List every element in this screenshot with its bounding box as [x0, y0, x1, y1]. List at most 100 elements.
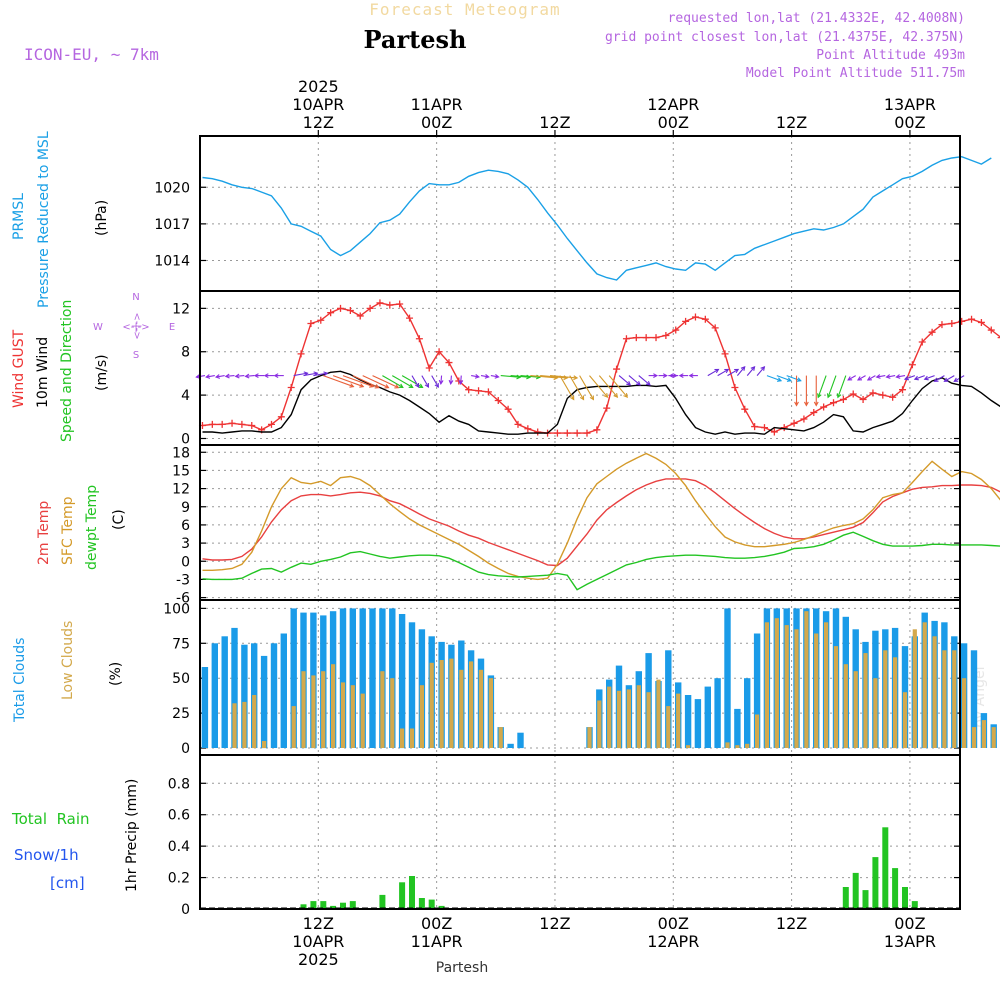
bar-precip	[399, 882, 406, 909]
y-tick-label: 3	[181, 536, 190, 552]
wind-vector	[382, 375, 404, 388]
wind-vector-head	[688, 373, 694, 378]
gust-marker	[987, 326, 995, 334]
wind-vector	[618, 375, 631, 386]
gust-marker	[938, 321, 946, 329]
bar-clouds	[270, 643, 278, 748]
wind-vector-head	[803, 401, 809, 407]
wind-vector	[727, 368, 739, 377]
wind-vector-head	[458, 379, 464, 385]
model-label: ICON-EU, ~ 7km	[24, 45, 159, 64]
point-altitude: Point Altitude 493m	[816, 48, 965, 63]
gust-marker	[583, 429, 591, 437]
bar-clouds	[349, 608, 356, 748]
bar-precip	[902, 887, 908, 909]
wind-vector	[817, 375, 827, 398]
wind-vector	[867, 375, 876, 381]
gust-marker	[879, 391, 887, 399]
wind-vector-head	[398, 383, 404, 388]
gust-marker	[524, 425, 532, 433]
label-10m-wind: 10m Wind	[35, 337, 51, 408]
bar-clouds	[507, 743, 514, 748]
time-label-top: 12Z	[303, 113, 334, 132]
bar-clouds	[714, 678, 721, 748]
bar-clouds	[724, 608, 731, 748]
gust-marker	[267, 420, 275, 428]
wind-vector	[904, 375, 916, 380]
gust-marker	[248, 421, 256, 429]
gust-marker	[780, 424, 788, 432]
bar-clouds	[942, 650, 947, 748]
bar-clouds	[400, 728, 405, 748]
bar-clouds	[804, 611, 809, 748]
wind-vector	[766, 375, 782, 382]
compass-vertical: <-|->	[131, 312, 142, 339]
wind-vector	[944, 375, 955, 382]
super-title: Forecast Meteogram	[369, 0, 560, 19]
gust-marker	[593, 426, 601, 434]
bar-clouds	[419, 685, 424, 748]
gust-marker	[317, 316, 325, 324]
wind-vector-head	[943, 377, 949, 382]
y-tick-label: 1014	[154, 253, 190, 269]
gust-marker	[642, 334, 650, 342]
time-label-top: 10APR	[292, 95, 344, 114]
wind-vector	[540, 375, 568, 379]
wind-vector-head	[195, 374, 201, 379]
bar-clouds	[843, 664, 848, 748]
panel-frame	[199, 290, 961, 446]
bar-clouds	[350, 685, 355, 748]
wind-vector	[490, 375, 499, 378]
bar-clouds	[607, 686, 612, 748]
wind-vector-head	[573, 375, 579, 381]
gust-marker	[918, 338, 926, 346]
bar-clouds	[981, 720, 986, 748]
wind-vector-head	[434, 383, 439, 389]
label-2m-temp: 2m Temp	[36, 501, 52, 565]
wind-vector-head	[653, 373, 659, 378]
wind-vector-head	[923, 375, 929, 381]
bar-clouds	[656, 679, 661, 748]
wind-vector-head	[234, 373, 240, 379]
bar-clouds	[755, 714, 760, 748]
wind-vector	[372, 375, 399, 389]
gust-marker	[346, 307, 354, 315]
panel-precip: 0 0.2 0.4 0.6 0.8	[168, 754, 961, 918]
label-prmsl: PRMSL	[11, 193, 27, 240]
bar-precip	[862, 890, 869, 909]
bar-clouds	[221, 636, 228, 748]
wind-vector-head	[424, 383, 430, 389]
gust-marker	[287, 384, 295, 392]
compass-e: E	[169, 322, 175, 333]
gust-marker	[662, 331, 670, 339]
wind-vector	[293, 372, 308, 377]
wind-vector	[421, 375, 429, 388]
gust-marker	[425, 364, 433, 372]
gust-marker	[800, 415, 808, 423]
gust-marker	[297, 350, 305, 358]
wind-vector	[362, 375, 389, 389]
wind-vector-head	[714, 368, 720, 374]
y-tick-label: 0	[181, 902, 190, 918]
gust-marker	[751, 423, 759, 431]
gust-marker	[376, 299, 384, 307]
time-label-bottom: 12Z	[303, 914, 334, 933]
gust-marker	[760, 424, 768, 432]
wind-vector-head	[438, 379, 444, 385]
bar-clouds	[439, 660, 444, 748]
gust-marker	[445, 359, 453, 367]
wind-vector	[303, 372, 318, 377]
bar-clouds	[734, 708, 741, 748]
bar-clouds	[970, 650, 978, 748]
time-label-top: 11APR	[411, 95, 463, 114]
wind-vector-head	[668, 373, 674, 378]
wind-vector	[628, 375, 641, 386]
wind-vector-head	[323, 371, 329, 377]
gust-marker	[721, 350, 729, 358]
wind-vector-head	[750, 365, 756, 371]
series-temperature-0	[202, 478, 1000, 567]
wind-vector	[924, 375, 935, 380]
wind-vector	[837, 375, 847, 398]
gust-marker	[810, 408, 818, 416]
